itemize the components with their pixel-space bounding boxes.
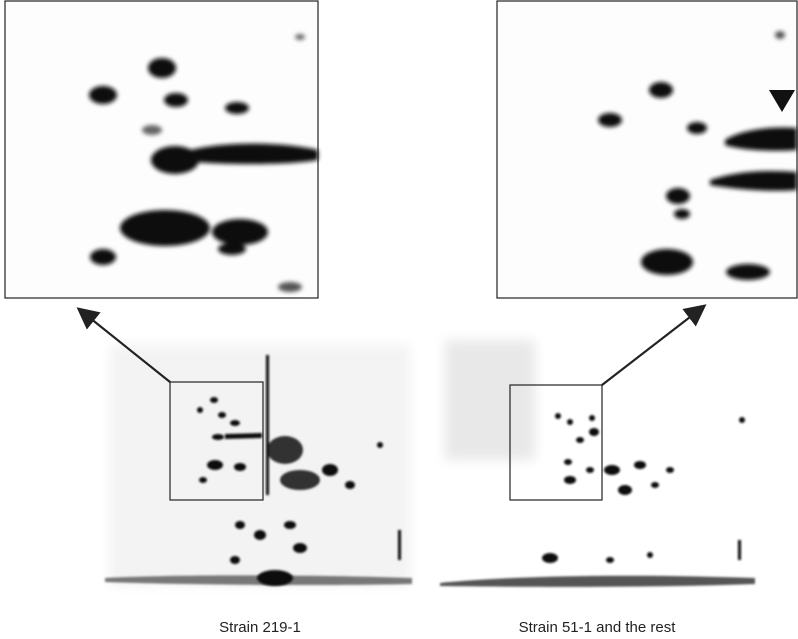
figure: Strain 219-1 Strain 51-1 and the rest xyxy=(0,0,798,639)
gel-left xyxy=(80,310,412,586)
panel-label: Strain 51-1 and the rest xyxy=(519,619,677,636)
panel-label: Strain 219-1 xyxy=(219,619,301,636)
zoom-right xyxy=(497,1,797,298)
zoom-left xyxy=(5,1,318,298)
gel-right xyxy=(440,307,755,587)
